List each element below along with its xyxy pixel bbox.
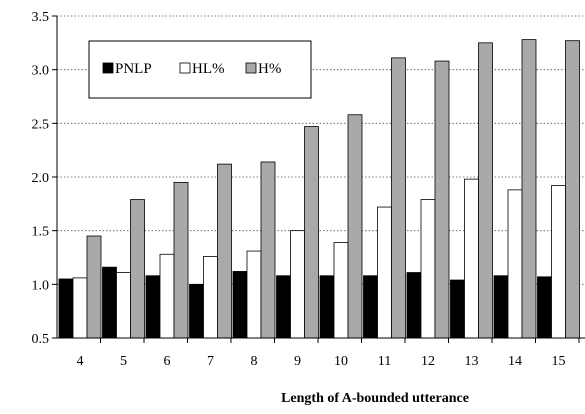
x-tick-label: 9	[294, 354, 301, 369]
legend-label: H%	[258, 61, 281, 77]
axes	[52, 15, 585, 343]
bar-hl-pct-8	[246, 250, 262, 339]
x-tick-label: 8	[251, 354, 258, 369]
x-tick-label: 10	[334, 354, 348, 369]
bar-pnlp-8	[232, 271, 248, 339]
y-tick-label: 3.0	[32, 64, 50, 79]
legend-label: PNLP	[115, 61, 152, 77]
bar-h-pct-10	[347, 114, 363, 339]
bar-hl-pct-5	[116, 272, 131, 339]
bar-hl-pct-11	[377, 206, 392, 339]
bar-pnlp-15	[537, 276, 552, 339]
bar-hl-pct-7	[203, 256, 218, 339]
x-tick-label: 11	[378, 354, 391, 369]
bar-hl-pct-9	[290, 230, 305, 339]
bar-hl-pct-14	[507, 189, 523, 339]
x-tick-label: 15	[552, 354, 566, 369]
bar-h-pct-13	[478, 42, 493, 339]
bar-pnlp-11	[363, 275, 378, 339]
bar-pnlp-7	[189, 283, 204, 339]
bar-h-pct-9	[304, 126, 319, 339]
y-tick-label: 2.0	[32, 171, 50, 186]
bar-pnlp-13	[450, 279, 465, 339]
legend-label: HL%	[192, 61, 225, 77]
y-tick-label: 1.0	[32, 278, 50, 293]
bar-h-pct-15	[565, 40, 580, 339]
x-tick-label: 7	[207, 354, 214, 369]
bar-pnlp-10	[319, 275, 335, 339]
bar-h-pct-7	[217, 163, 232, 339]
bar-h-pct-12	[434, 60, 450, 339]
legend-box	[88, 40, 312, 99]
legend: PNLP HL% H%	[88, 40, 312, 99]
bar-hl-pct-13	[464, 178, 479, 339]
x-tick-label: 6	[164, 354, 171, 369]
bar-h-pct-5	[130, 199, 145, 339]
bar-h-pct-14	[521, 39, 537, 339]
y-tick-label: 1.5	[32, 225, 50, 240]
x-axis-label: Length of A-bounded utterance	[281, 391, 469, 406]
bar-hl-pct-6	[159, 253, 175, 339]
y-tick-label: 2.5	[32, 117, 50, 132]
bar-h-pct-11	[391, 57, 406, 339]
y-tick-label: 3.5	[32, 10, 50, 25]
bar-hl-pct-4	[72, 277, 88, 339]
bar-hl-pct-12	[420, 199, 436, 339]
legend-swatch	[245, 62, 257, 74]
bar-h-pct-8	[260, 161, 276, 339]
x-tick-label: 5	[120, 354, 127, 369]
x-tick-label: 12	[421, 354, 435, 369]
bar-pnlp-12	[406, 272, 422, 339]
x-tick-label: 14	[508, 354, 522, 369]
bar-h-pct-4	[86, 235, 102, 339]
bar-hl-pct-10	[333, 242, 349, 339]
bar-h-pct-6	[173, 181, 189, 339]
x-tick-label: 13	[465, 354, 479, 369]
bar-pnlp-14	[493, 275, 509, 339]
x-tick-label: 4	[77, 354, 84, 369]
y-tick-label: 0.5	[32, 332, 50, 347]
bar-pnlp-9	[276, 275, 291, 339]
legend-swatch	[102, 62, 114, 74]
bar-pnlp-5	[102, 266, 117, 339]
bar-pnlp-6	[145, 275, 161, 339]
bar-pnlp-4	[58, 278, 74, 339]
legend-swatch	[179, 62, 191, 74]
tick-labels: 0.5 1.0 1.5 2.0 2.5 3.0 3.5 4 5 6 7 8 9 10 11 12 13 14 15	[32, 10, 566, 369]
bars	[58, 39, 580, 339]
bar-hl-pct-15	[551, 185, 566, 339]
